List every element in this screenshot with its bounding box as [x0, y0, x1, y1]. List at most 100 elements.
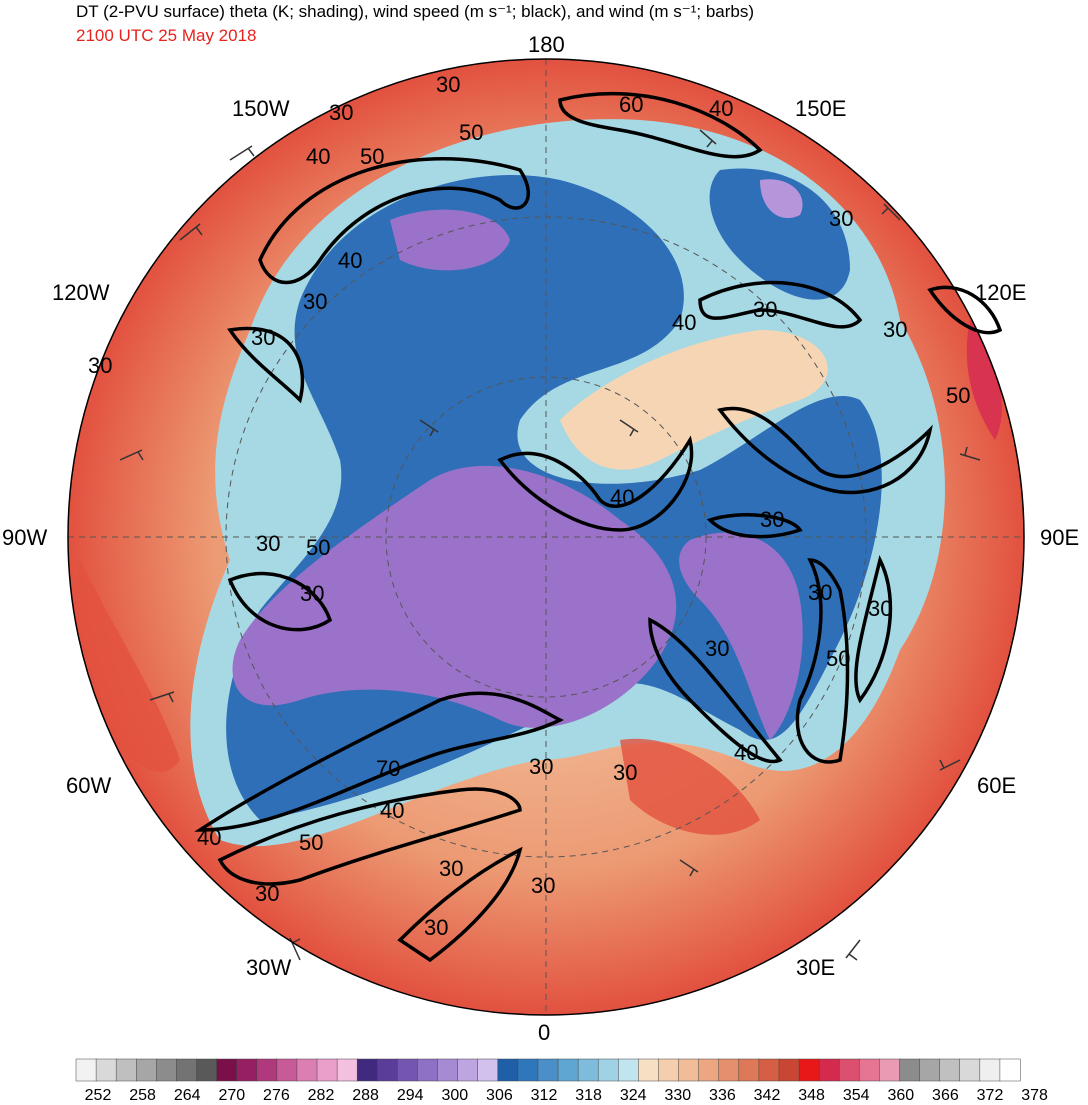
- contour-label: 30: [808, 580, 832, 605]
- contour-label: 30: [256, 531, 280, 556]
- contour-label: 30: [439, 856, 463, 881]
- longitude-labels: 180 0 90W 90E 150W 120W 150E 120E 60W 30…: [2, 32, 1079, 1045]
- contour-label: 50: [946, 383, 970, 408]
- colorbar-swatch: [899, 1058, 921, 1082]
- colorbar-swatch: [136, 1058, 157, 1082]
- colorbar-swatch: [156, 1058, 177, 1082]
- contour-label: 30: [529, 754, 553, 779]
- colorbar-swatch: [718, 1058, 740, 1082]
- colorbar-swatch: [417, 1058, 439, 1082]
- colorbar-swatch: [999, 1058, 1021, 1082]
- colorbar-tick-label: 330: [664, 1087, 691, 1104]
- colorbar-swatch: [859, 1058, 880, 1082]
- colorbar-swatch: [919, 1058, 941, 1082]
- colorbar-tick-label: 360: [887, 1087, 914, 1104]
- contour-label: 30: [531, 873, 555, 898]
- colorbar-swatch: [176, 1058, 198, 1082]
- lon-label-0: 0: [538, 1020, 550, 1045]
- colorbar-swatch: [75, 1058, 97, 1082]
- contour-label: 30: [613, 760, 637, 785]
- figure-title: DT (2-PVU surface) theta (K; shading), w…: [76, 2, 755, 21]
- colorbar-swatch: [397, 1058, 418, 1082]
- colorbar-swatch: [497, 1058, 519, 1082]
- lon-label-150w: 150W: [232, 96, 290, 121]
- colorbar-tick-label: 378: [1021, 1087, 1048, 1104]
- contour-label: 30: [829, 206, 853, 231]
- colorbar-swatch: [618, 1058, 639, 1082]
- lon-label-60e: 60E: [977, 773, 1016, 798]
- graticule: [68, 59, 1024, 1015]
- contour-label: 30: [329, 100, 353, 125]
- colorbar-tick-label: 318: [575, 1087, 602, 1104]
- contour-label: 30: [883, 317, 907, 342]
- contour-label: 50: [360, 144, 384, 169]
- colorbar-swatch: [457, 1058, 479, 1082]
- contour-label: 40: [380, 798, 404, 823]
- contour-label: 30: [255, 881, 279, 906]
- colorbar-swatch: [477, 1058, 499, 1082]
- colorbar-tick-label: 270: [218, 1087, 245, 1104]
- contour-label: 50: [826, 646, 850, 671]
- colorbar-swatch: [738, 1058, 760, 1082]
- colorbar-tick-label: 276: [263, 1087, 290, 1104]
- colorbar-tick-label: 258: [129, 1087, 156, 1104]
- colorbar-swatch: [256, 1058, 278, 1082]
- colorbar-tick-label: 252: [85, 1087, 112, 1104]
- contour-label: 30: [424, 915, 448, 940]
- map-boundary: [67, 58, 1025, 1016]
- contour-label: 70: [376, 756, 400, 781]
- contour-label: 40: [610, 485, 634, 510]
- colorbar-swatch: [818, 1058, 840, 1082]
- colorbar-tick-label: 342: [754, 1087, 781, 1104]
- contour-label: 30: [251, 325, 275, 350]
- lon-label-180: 180: [528, 32, 565, 57]
- colorbar-tick-label: 300: [441, 1087, 468, 1104]
- colorbar-tick-label: 306: [486, 1087, 513, 1104]
- contour-label: 30: [705, 636, 729, 661]
- colorbar-swatch: [758, 1058, 780, 1082]
- colorbar-swatch: [597, 1058, 619, 1082]
- colorbar-swatch: [678, 1058, 700, 1082]
- lon-label-30w: 30W: [246, 955, 291, 980]
- contour-label: 40: [197, 825, 221, 850]
- colorbar-swatch: [316, 1058, 338, 1082]
- lon-label-90e: 90E: [1040, 525, 1079, 550]
- contour-label: 40: [672, 310, 696, 335]
- wind-speed-contours: [194, 91, 1003, 963]
- colorbar-swatch: [698, 1058, 720, 1082]
- contour-label: 40: [709, 96, 733, 121]
- colorbar-swatch: [658, 1058, 680, 1082]
- colorbar-swatch: [115, 1058, 137, 1082]
- theta-shading: [68, 59, 1024, 1015]
- colorbar-swatch: [356, 1058, 378, 1082]
- colorbar-tick-label: 264: [174, 1087, 201, 1104]
- colorbar-tick-label: 288: [352, 1087, 379, 1104]
- lon-label-60w: 60W: [66, 773, 111, 798]
- contour-labels: 30 30 40 50 50 60 40 30 40 30 30 30 30 4…: [88, 72, 970, 940]
- lon-label-120e: 120E: [975, 280, 1026, 305]
- colorbar-swatch: [939, 1058, 961, 1082]
- contour-label: 30: [753, 297, 777, 322]
- colorbar-swatch: [236, 1058, 258, 1082]
- contour-label: 50: [459, 120, 483, 145]
- contour-label: 30: [436, 72, 460, 97]
- contour-label: 40: [306, 144, 330, 169]
- colorbar-swatch: [979, 1058, 1001, 1082]
- colorbar-tick-label: 366: [932, 1087, 959, 1104]
- lon-label-90w: 90W: [2, 525, 47, 550]
- colorbar-swatch: [216, 1058, 238, 1082]
- colorbar-tick-label: 354: [843, 1087, 870, 1104]
- contour-label: 40: [338, 248, 362, 273]
- colorbar-swatch: [336, 1058, 358, 1082]
- colorbar-swatch: [377, 1058, 398, 1082]
- contour-label: 30: [303, 289, 327, 314]
- colorbar-tick-label: 372: [977, 1087, 1004, 1104]
- colorbar: 252 258 264 270 276 282 288 294 300 306 312 318 324 3…: [75, 1058, 1048, 1104]
- colorbar-swatch: [537, 1058, 559, 1082]
- colorbar-swatch: [838, 1058, 860, 1082]
- wind-barbs: [119, 129, 981, 961]
- contour-label: 30: [760, 507, 784, 532]
- colorbar-tick-label: 324: [620, 1087, 647, 1104]
- colorbar-tick-label: 294: [397, 1087, 424, 1104]
- contour-label: 30: [868, 596, 892, 621]
